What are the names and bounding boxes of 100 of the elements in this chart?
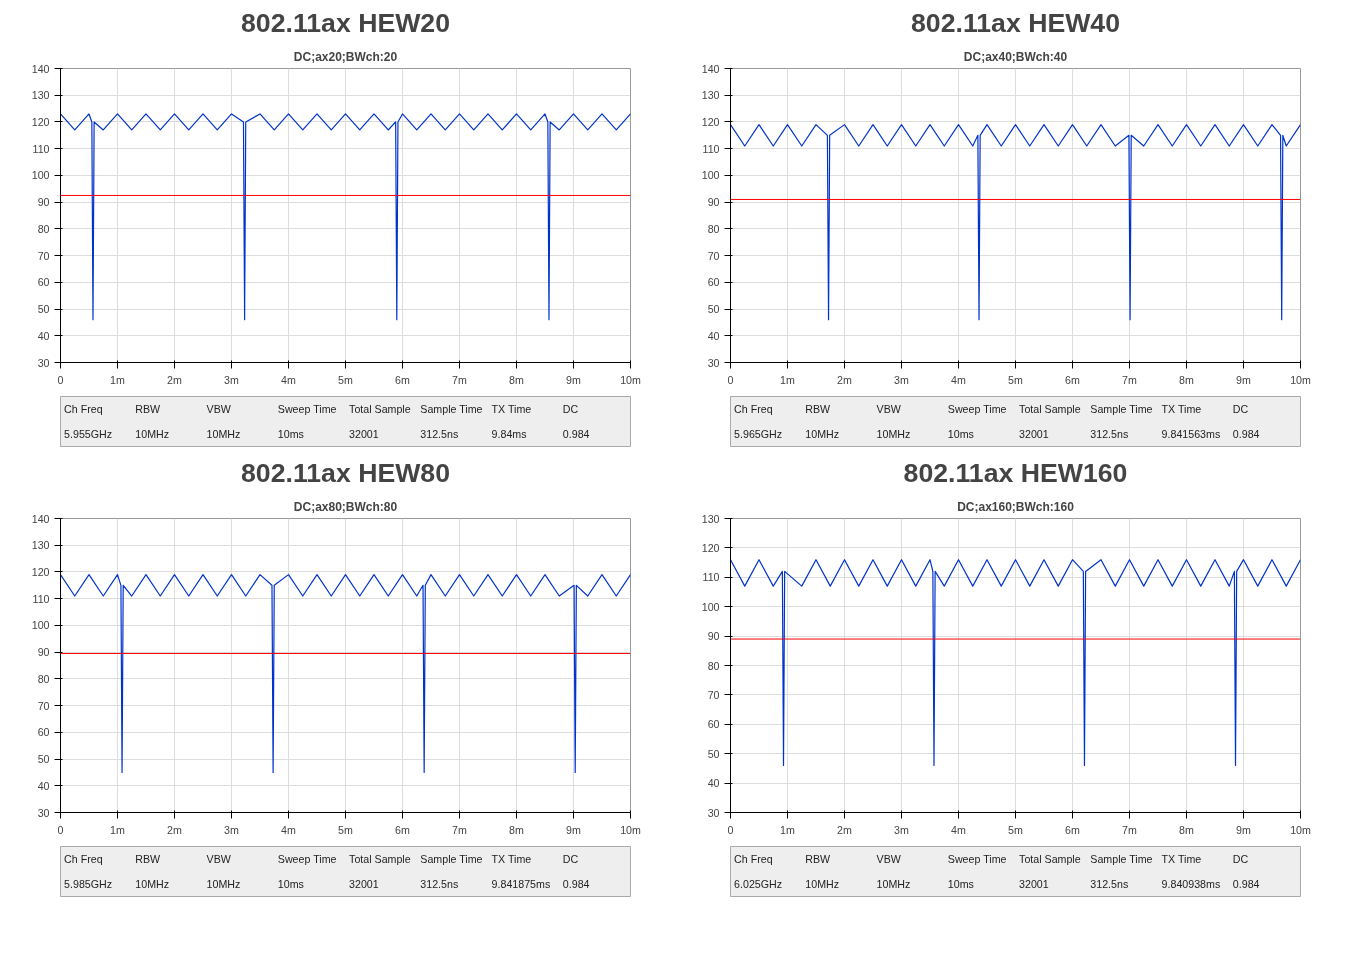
x-tick-label: 9m	[1236, 373, 1252, 386]
text: Sample Time	[420, 853, 483, 865]
text: DC	[1232, 403, 1249, 415]
y-tick-label: 60	[37, 276, 50, 289]
x-tick-label: 7m	[452, 373, 468, 386]
text: Total Sample	[1019, 403, 1081, 415]
y-tick-label: 40	[37, 779, 50, 792]
x-tick-label: 8m	[1179, 823, 1195, 836]
x-tick-label: 4m	[951, 373, 967, 386]
x-tick-label: 7m	[1122, 373, 1138, 386]
y-tick-label: 80	[707, 659, 720, 672]
x-tick-label: 2m	[837, 373, 853, 386]
y-tick-label: 80	[37, 672, 50, 685]
text: VBW	[876, 403, 902, 415]
text: DC	[1232, 853, 1249, 865]
x-tick-label: 10m	[620, 373, 641, 386]
text: 10MHz	[805, 878, 840, 890]
text: 312.5ns	[420, 878, 459, 890]
y-tick-label: 80	[37, 222, 50, 235]
x-tick-label: 6m	[1065, 823, 1081, 836]
text: 5.985GHz	[64, 878, 113, 890]
text: Total Sample	[1019, 853, 1081, 865]
y-tick-label: 110	[702, 142, 720, 155]
x-tick-label: 2m	[837, 823, 853, 836]
text: 312.5ns	[420, 428, 459, 440]
x-tick-label: 1m	[780, 823, 796, 836]
x-tick-label: 4m	[281, 373, 297, 386]
text: 6.025GHz	[734, 878, 783, 890]
y-tick-label: 60	[707, 276, 720, 289]
x-tick-label: 5m	[338, 823, 354, 836]
x-tick-label: 1m	[110, 373, 126, 386]
text: 32001	[1019, 428, 1049, 440]
text: 0.984	[1232, 428, 1260, 440]
x-tick-label: 0	[727, 373, 734, 386]
text: 9.841875ms	[491, 878, 551, 890]
x-tick-label: 8m	[1179, 373, 1195, 386]
text: 10ms	[947, 428, 974, 440]
text: RBW	[805, 403, 832, 415]
x-tick-label: 7m	[452, 823, 468, 836]
text: Sample Time	[1090, 403, 1153, 415]
text: VBW	[876, 853, 902, 865]
text: 10MHz	[805, 428, 840, 440]
x-tick-label: 6m	[395, 823, 411, 836]
y-tick-label: 50	[707, 747, 720, 760]
x-tick-label: 1m	[110, 823, 126, 836]
text: TX Time	[1161, 403, 1202, 415]
text: Sweep Time	[277, 853, 337, 865]
x-tick-label: 6m	[395, 373, 411, 386]
text: VBW	[206, 403, 232, 415]
x-tick-label: 10m	[1290, 823, 1311, 836]
text: Ch Freq	[64, 853, 103, 865]
y-tick-label: 100	[701, 169, 720, 182]
y-tick-label: 110	[32, 142, 50, 155]
y-tick-label: 50	[37, 303, 50, 316]
text: Sample Time	[1090, 853, 1153, 865]
y-tick-label: 130	[701, 512, 720, 525]
y-tick-label: 30	[707, 356, 720, 369]
text: Sweep Time	[947, 403, 1007, 415]
text: 10MHz	[135, 428, 170, 440]
y-tick-label: 70	[37, 699, 50, 712]
y-tick-label: 120	[31, 115, 50, 128]
text: 32001	[349, 878, 379, 890]
y-tick-label: 120	[701, 115, 720, 128]
text: 10ms	[947, 878, 974, 890]
x-tick-label: 3m	[224, 823, 240, 836]
y-tick-label: 70	[37, 249, 50, 262]
text: Sweep Time	[277, 403, 337, 415]
x-tick-label: 8m	[509, 373, 525, 386]
x-tick-label: 5m	[1008, 823, 1024, 836]
text: 32001	[1019, 878, 1049, 890]
text: Total Sample	[349, 403, 411, 415]
text: 10ms	[277, 878, 304, 890]
y-tick-label: 90	[37, 196, 50, 209]
text: 10MHz	[135, 878, 170, 890]
text: Ch Freq	[734, 853, 773, 865]
text: DC	[562, 403, 579, 415]
y-tick-label: 70	[707, 249, 720, 262]
chart-title: 802.11ax HEW20	[241, 7, 450, 38]
y-tick-label: 140	[31, 62, 50, 75]
chart-subtitle: DC;ax40;BWch:40	[963, 49, 1068, 64]
x-tick-label: 5m	[338, 373, 354, 386]
x-tick-label: 9m	[1236, 823, 1252, 836]
y-tick-label: 140	[701, 62, 720, 75]
text: 312.5ns	[1090, 428, 1129, 440]
y-tick-label: 110	[32, 592, 50, 605]
y-tick-label: 40	[707, 329, 720, 342]
chart-subtitle: DC;ax80;BWch:80	[293, 499, 398, 514]
x-tick-label: 8m	[509, 823, 525, 836]
y-tick-label: 100	[31, 169, 50, 182]
x-tick-label: 10m	[620, 823, 641, 836]
x-tick-label: 5m	[1008, 373, 1024, 386]
y-tick-label: 120	[31, 565, 50, 578]
y-tick-label: 90	[707, 196, 720, 209]
x-tick-label: 7m	[1122, 823, 1138, 836]
text: 32001	[349, 428, 379, 440]
text: 9.841563ms	[1161, 428, 1221, 440]
x-tick-label: 4m	[281, 823, 297, 836]
chart-subtitle: DC;ax20;BWch:20	[293, 49, 398, 64]
text: DC	[562, 853, 579, 865]
y-tick-label: 60	[707, 718, 720, 731]
